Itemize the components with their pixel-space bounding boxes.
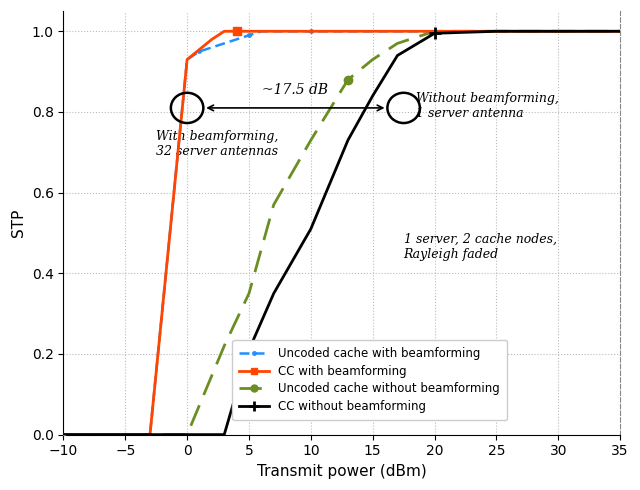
Text: ~17.5 dB: ~17.5 dB [262,83,328,97]
Text: Without beamforming,
1 server antenna: Without beamforming, 1 server antenna [416,92,559,120]
X-axis label: Transmit power (dBm): Transmit power (dBm) [257,464,427,479]
Legend: Uncoded cache with beamforming, CC with beamforming, Uncoded cache without beamf: Uncoded cache with beamforming, CC with … [232,340,507,420]
Text: 1 server, 2 cache nodes,
Rayleigh faded: 1 server, 2 cache nodes, Rayleigh faded [404,233,557,261]
Y-axis label: STP: STP [11,209,26,237]
Text: With beamforming,
32 server antennas: With beamforming, 32 server antennas [156,130,278,158]
